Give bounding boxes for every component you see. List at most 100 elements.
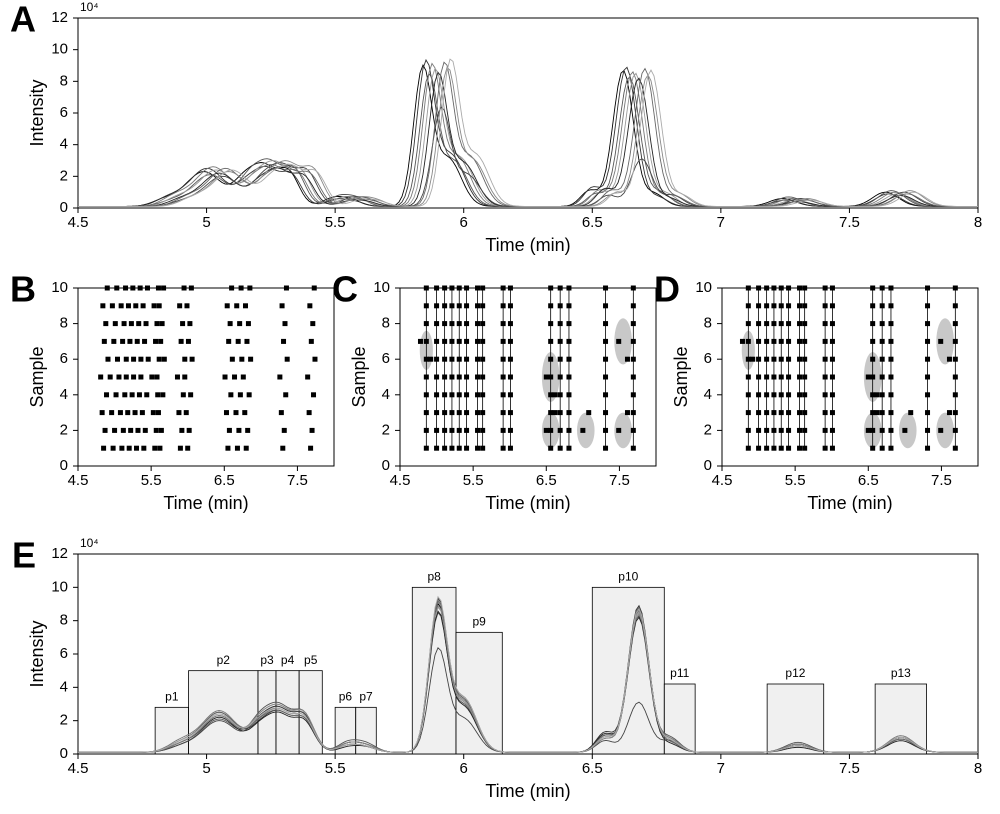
peak-marker bbox=[823, 321, 828, 326]
svg-text:p5: p5 bbox=[304, 653, 318, 667]
peak-marker bbox=[823, 375, 828, 380]
peak-marker bbox=[160, 392, 165, 397]
svg-text:4: 4 bbox=[60, 136, 68, 153]
peak-marker bbox=[144, 321, 149, 326]
peak-marker bbox=[149, 375, 154, 380]
peak-marker bbox=[830, 410, 835, 415]
peak-marker bbox=[508, 446, 513, 451]
peak-box bbox=[875, 684, 926, 754]
peak-marker bbox=[548, 303, 553, 308]
peak-marker bbox=[558, 357, 563, 362]
svg-text:Time (min): Time (min) bbox=[485, 235, 570, 255]
peak-marker bbox=[457, 410, 462, 415]
svg-text:4.5: 4.5 bbox=[68, 214, 89, 231]
peak-marker bbox=[797, 446, 802, 451]
svg-text:10: 10 bbox=[373, 279, 390, 296]
peak-marker bbox=[880, 428, 885, 433]
svg-text:10⁴: 10⁴ bbox=[80, 536, 99, 550]
peak-marker bbox=[586, 410, 591, 415]
peak-marker bbox=[823, 446, 828, 451]
peak-marker bbox=[112, 428, 117, 433]
peak-marker bbox=[925, 339, 930, 344]
peak-marker bbox=[475, 392, 480, 397]
peak-marker bbox=[103, 321, 108, 326]
peak-marker bbox=[779, 392, 784, 397]
peak-marker bbox=[558, 428, 563, 433]
peak-marker bbox=[756, 303, 761, 308]
peak-marker bbox=[786, 446, 791, 451]
peak-marker bbox=[902, 428, 907, 433]
peak-marker bbox=[475, 357, 480, 362]
peak-marker bbox=[953, 410, 958, 415]
peak-marker bbox=[764, 286, 769, 291]
chrom-line bbox=[78, 72, 978, 206]
svg-text:10: 10 bbox=[51, 578, 68, 595]
svg-text:2: 2 bbox=[60, 421, 68, 438]
svg-text:6.5: 6.5 bbox=[582, 214, 603, 231]
peak-marker bbox=[283, 392, 288, 397]
peak-marker bbox=[631, 392, 636, 397]
peak-marker bbox=[953, 321, 958, 326]
peak-marker bbox=[925, 392, 930, 397]
peak-marker bbox=[424, 286, 429, 291]
peak-marker bbox=[953, 339, 958, 344]
peak-marker bbox=[786, 303, 791, 308]
peak-marker bbox=[603, 321, 608, 326]
peak-marker bbox=[802, 357, 807, 362]
peak-marker bbox=[154, 321, 159, 326]
peak-marker bbox=[953, 446, 958, 451]
peak-marker bbox=[746, 339, 751, 344]
svg-text:p10: p10 bbox=[618, 570, 638, 584]
chrom-line bbox=[78, 59, 978, 206]
peak-marker bbox=[277, 375, 282, 380]
peak-marker bbox=[756, 446, 761, 451]
peak-marker bbox=[236, 339, 241, 344]
peak-marker bbox=[235, 446, 240, 451]
svg-text:p6: p6 bbox=[339, 690, 353, 704]
svg-text:6.5: 6.5 bbox=[858, 472, 879, 489]
peak-marker bbox=[830, 286, 835, 291]
peak-marker bbox=[126, 303, 131, 308]
peak-marker bbox=[464, 286, 469, 291]
peak-marker bbox=[925, 357, 930, 362]
peak-marker bbox=[154, 428, 159, 433]
peak-marker bbox=[870, 428, 875, 433]
svg-text:Intensity: Intensity bbox=[27, 79, 47, 146]
peak-marker bbox=[449, 286, 454, 291]
peak-marker bbox=[888, 446, 893, 451]
peak-marker bbox=[880, 375, 885, 380]
svg-text:5: 5 bbox=[202, 214, 210, 231]
peak-marker bbox=[746, 392, 751, 397]
peak-marker bbox=[457, 303, 462, 308]
peak-marker bbox=[508, 375, 513, 380]
peak-marker bbox=[128, 428, 133, 433]
peak-marker bbox=[558, 375, 563, 380]
svg-text:p9: p9 bbox=[472, 615, 486, 629]
peak-marker bbox=[229, 286, 234, 291]
peak-marker bbox=[925, 286, 930, 291]
peak-marker bbox=[135, 428, 140, 433]
peak-marker bbox=[553, 392, 558, 397]
peak-marker bbox=[121, 428, 126, 433]
peak-marker bbox=[580, 428, 585, 433]
peak-marker bbox=[475, 286, 480, 291]
peak-marker bbox=[124, 375, 129, 380]
peak-marker bbox=[154, 375, 159, 380]
svg-text:7.5: 7.5 bbox=[931, 472, 952, 489]
peak-marker bbox=[131, 375, 136, 380]
peak-marker bbox=[631, 321, 636, 326]
peak-marker bbox=[449, 375, 454, 380]
peak-marker bbox=[464, 428, 469, 433]
peak-marker bbox=[797, 286, 802, 291]
peak-marker bbox=[870, 303, 875, 308]
peak-marker bbox=[802, 410, 807, 415]
peak-marker bbox=[631, 303, 636, 308]
peak-marker bbox=[746, 303, 751, 308]
svg-text:8: 8 bbox=[382, 315, 390, 332]
peak-marker bbox=[161, 286, 166, 291]
peak-marker bbox=[480, 375, 485, 380]
peak-marker bbox=[771, 357, 776, 362]
peak-marker bbox=[631, 286, 636, 291]
peak-marker bbox=[616, 428, 621, 433]
peak-marker bbox=[947, 410, 952, 415]
